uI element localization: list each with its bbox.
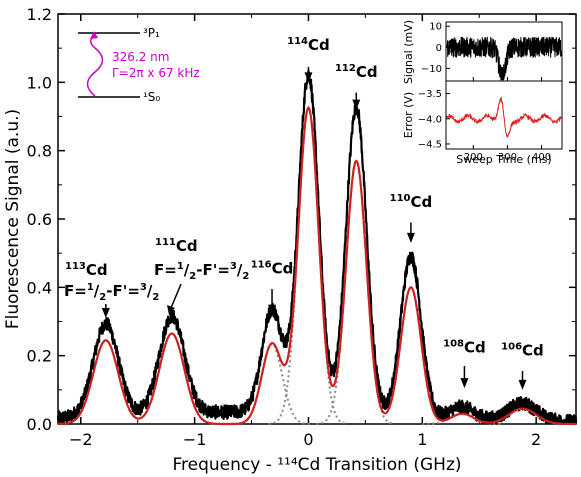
transition-wave-arrow	[86, 35, 104, 97]
inset-error-y-tick-label: −4.5	[418, 139, 442, 150]
isotope-label-106: 106Cd	[501, 342, 544, 360]
fit-curve	[58, 106, 576, 426]
isotope-110-arrowhead	[406, 232, 415, 243]
isotope-116-arrowhead	[268, 304, 277, 315]
component-curve	[316, 159, 396, 425]
inset-signal-y-tick-label: −10	[421, 64, 442, 75]
y-tick-label: 1.2	[27, 5, 52, 24]
inset-signal-ylabel: Signal (mV)	[402, 20, 415, 84]
isotope-label-113: 113Cd	[65, 261, 108, 279]
inset-x-tick-label: 300	[498, 152, 517, 163]
isotope-label-108: 108Cd	[443, 338, 486, 356]
isotope-label-111: 111Cd	[155, 237, 198, 255]
isotope-label-114: 114Cd	[287, 36, 330, 54]
inset-x-tick-label: 200	[464, 152, 483, 163]
y-tick-label: 1.0	[27, 73, 52, 92]
inset-error-y-tick-label: −3.5	[418, 89, 442, 100]
main-annotations: 114Cd 112Cd 110Cd 116Cd 108Cd 106Cd 113Cd F=1/2…	[64, 36, 544, 390]
x-tick-label: −2	[69, 430, 93, 449]
x-tick-label: 0	[303, 430, 313, 449]
inset-x-tick-label: 400	[532, 152, 551, 163]
isotope-111-arrow	[170, 283, 182, 309]
isotope-label-112: 112Cd	[335, 63, 378, 81]
isotope-106-arrowhead	[518, 379, 527, 390]
x-tick-label: −1	[183, 430, 207, 449]
level-diagram: ³P₁ ¹S₀ 326.2 nm Γ=2π x 67 kHz	[78, 26, 200, 104]
inset-content: −10 0 10 −4.5 −4.0 −3.5 200 300 400	[418, 22, 562, 163]
transition-arrowhead	[90, 31, 98, 39]
inset-signal-y-tick-label: 0	[436, 43, 442, 54]
upper-level-label: ³P₁	[143, 26, 160, 40]
inset-error-trace	[446, 96, 562, 138]
inset-error-xlabel: Sweep Time (ms)	[456, 153, 551, 166]
inset-signal-y-tick-label: 10	[429, 22, 442, 33]
isotope-label-110: 110Cd	[390, 193, 433, 211]
main-ticks: −2 −1 0 1 20.00.20.40.60.81.01.2	[27, 5, 576, 449]
y-tick-label: 0.4	[27, 278, 52, 297]
y-axis-label: Fluorescence Signal (a.u.)	[3, 109, 23, 329]
isotope-label-116: 116Cd	[251, 260, 294, 278]
y-tick-label: 0.0	[27, 415, 52, 434]
isotope-114-arrowhead	[304, 72, 313, 83]
inset-signal-trace	[446, 36, 562, 81]
isotope-108-arrowhead	[460, 378, 469, 389]
f-label-111: F=1/2-F'=3/2	[154, 261, 249, 282]
inset-error-y-tick-label: −4.0	[418, 114, 442, 125]
data-trace	[56, 69, 578, 426]
main-curves	[56, 69, 578, 426]
linewidth-label: Γ=2π x 67 kHz	[112, 66, 200, 80]
isotope-113-arrowhead	[101, 308, 110, 318]
lower-level-label: ¹S₀	[143, 90, 160, 104]
inset-error-ylabel: Error (V)	[402, 92, 415, 138]
x-tick-label: 2	[531, 430, 541, 449]
isotope-112-arrowhead	[352, 99, 361, 110]
isotope-111-arrowhead	[167, 305, 175, 315]
x-axis-label: Frequency - ¹¹⁴Cd Transition (GHz)	[172, 455, 461, 475]
y-tick-label: 0.8	[27, 142, 52, 161]
f-label-113: F=1/2-F'=3/2	[64, 282, 159, 303]
y-tick-label: 0.6	[27, 210, 52, 229]
y-tick-label: 0.2	[27, 347, 52, 366]
x-tick-label: 1	[417, 430, 427, 449]
wavelength-label: 326.2 nm	[112, 50, 169, 64]
